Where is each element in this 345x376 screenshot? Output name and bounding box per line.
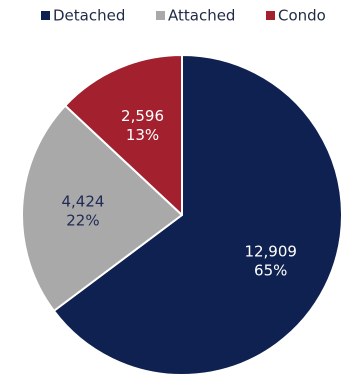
legend: Detached Attached Condo [41, 7, 326, 25]
legend-swatch-detached [41, 11, 50, 20]
legend-label-detached: Detached [53, 7, 125, 25]
pie-slice-attached [21, 104, 183, 312]
slice-value-label-condo: 2,596 [121, 107, 164, 125]
pie-slice-condo [64, 54, 183, 216]
slice-percent-label-attached: 22% [66, 212, 99, 230]
legend-swatch-attached [156, 11, 165, 20]
slice-value-label-detached: 12,909 [244, 242, 297, 260]
slice-percent-label-condo: 13% [126, 126, 159, 144]
legend-label-condo: Condo [278, 7, 326, 25]
legend-label-attached: Attached [168, 7, 235, 25]
pie-slices [21, 54, 343, 376]
slice-value-label-attached: 4,424 [61, 193, 104, 211]
legend-item-attached: Attached [156, 7, 235, 25]
slice-percent-label-detached: 65% [254, 261, 287, 279]
legend-item-condo: Condo [266, 7, 326, 25]
legend-item-detached: Detached [41, 7, 125, 25]
pie-slice-detached [52, 54, 343, 376]
legend-swatch-condo [266, 11, 275, 20]
